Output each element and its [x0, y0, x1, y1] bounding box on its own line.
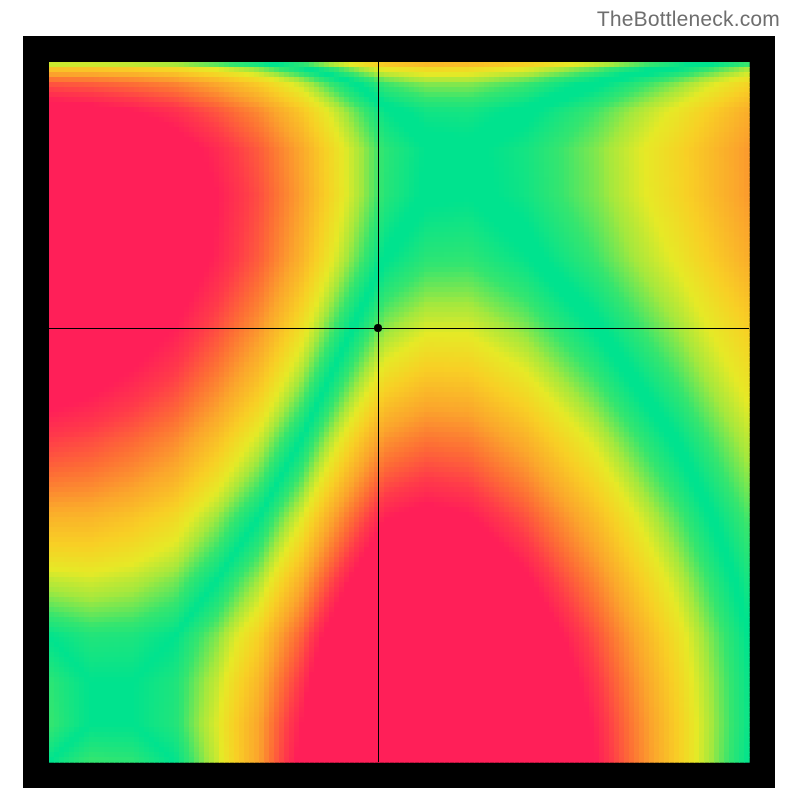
watermark-text: TheBottleneck.com	[597, 8, 780, 32]
chart-frame	[23, 36, 775, 788]
crosshair-overlay	[23, 36, 775, 788]
